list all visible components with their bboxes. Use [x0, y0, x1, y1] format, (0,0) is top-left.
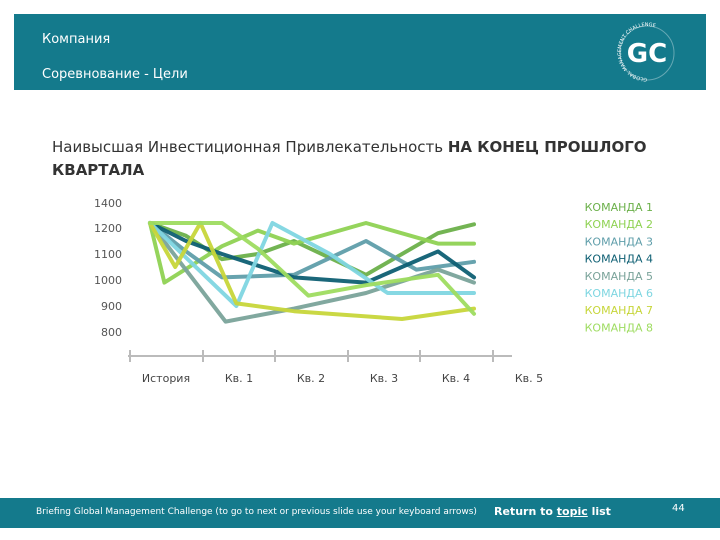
company-label: Компания: [42, 32, 111, 47]
section-subtitle: Соревнование - Цели: [42, 67, 188, 82]
footer-note: Briefing Global Management Challenge (to…: [36, 507, 477, 517]
y-tick-label: 1200: [94, 222, 122, 235]
y-tick-label: 900: [101, 300, 122, 313]
y-tick-label: 1000: [94, 274, 122, 287]
x-tick-label: Кв. 1: [225, 372, 253, 385]
slide-title-normal: Наивысшая Инвестиционная Привлекательнос…: [52, 138, 448, 156]
series-line-8: [148, 221, 476, 316]
page-number: 44: [672, 503, 685, 514]
x-tick-label: Кв. 2: [297, 372, 325, 385]
y-tick-label: 800: [101, 326, 122, 339]
series-line-7: [148, 221, 476, 321]
header-bar: Компания Соревнование - Цели GC GLOBAL M…: [14, 14, 706, 90]
x-tick-label: Кв. 3: [370, 372, 398, 385]
x-tick-label: Кв. 5: [515, 372, 543, 385]
series-line-4: [148, 221, 476, 285]
legend-entry-5: КОМАНДА 5: [585, 270, 653, 283]
x-tick-label: Кв. 4: [442, 372, 470, 385]
x-tick-label: История: [142, 372, 190, 385]
legend-entry-4: КОМАНДА 4: [585, 253, 653, 266]
y-tick-label: 1400: [94, 197, 122, 210]
return-to-topic-link[interactable]: Return to topic list: [494, 505, 611, 518]
slide-title: Наивысшая Инвестиционная Привлекательнос…: [52, 136, 692, 182]
slide-title-bold: НА КОНЕЦ ПРОШЛОГО КВАРТАЛА: [52, 138, 647, 179]
legend-entry-3: КОМАНДА 3: [585, 235, 653, 248]
y-tick-label: 1100: [94, 248, 122, 261]
footer-bar: Briefing Global Management Challenge (to…: [0, 498, 720, 528]
link-underlined: topic: [556, 505, 588, 518]
series-line-2: [148, 221, 476, 285]
legend-entry-6: КОМАНДА 6: [585, 287, 653, 300]
series-line-5: [148, 221, 476, 324]
link-before: Return to: [494, 505, 557, 518]
legend-entry-1: КОМАНДА 1: [585, 201, 653, 214]
legend-entry-7: КОМАНДА 7: [585, 304, 653, 317]
logo-letters: GC: [627, 39, 667, 69]
gmc-logo: GC GLOBAL MANAGEMENT CHALLENGE: [617, 22, 675, 82]
legend-entry-2: КОМАНДА 2: [585, 218, 653, 231]
line-chart: 800 900 1000 1100 1200 1400 История Кв. 1 Кв. 2 К…: [94, 197, 653, 385]
legend-entry-8: КОМАНДА 8: [585, 321, 653, 334]
link-after: list: [587, 505, 611, 518]
series-line-6: [148, 221, 476, 308]
